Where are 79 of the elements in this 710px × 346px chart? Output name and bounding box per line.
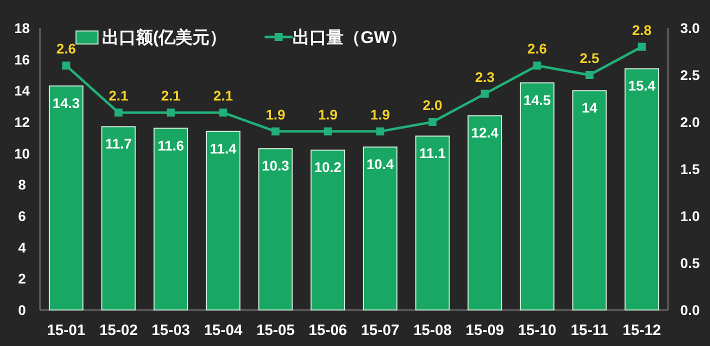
y-tick-label: 14 bbox=[14, 82, 30, 99]
bar bbox=[572, 90, 607, 310]
y-tick-label: 2 bbox=[18, 270, 26, 287]
x-tick-label: 15-04 bbox=[204, 322, 243, 339]
x-tick-label: 15-05 bbox=[256, 322, 295, 339]
x-tick-label: 15-06 bbox=[308, 322, 348, 339]
data-label: 2.3 bbox=[475, 68, 495, 85]
y2-tick-label: 3.0 bbox=[680, 20, 700, 36]
point bbox=[324, 127, 332, 136]
point bbox=[219, 108, 228, 117]
data-label: 1.9 bbox=[370, 106, 390, 122]
y-tick-label: 4 bbox=[18, 239, 26, 256]
bar bbox=[154, 128, 188, 310]
data-label: 10.2 bbox=[314, 159, 342, 176]
y-tick-label: 6 bbox=[18, 208, 26, 224]
bar bbox=[415, 136, 450, 310]
y2-tick-label: 2.0 bbox=[680, 114, 700, 130]
bar bbox=[101, 126, 136, 310]
data-label: 2.1 bbox=[108, 88, 128, 104]
data-label: 2.0 bbox=[422, 97, 442, 113]
y-tick-label: 8 bbox=[18, 176, 26, 193]
data-label: 2.1 bbox=[213, 88, 234, 104]
bar bbox=[520, 82, 554, 310]
y-tick-label: 18 bbox=[14, 20, 30, 36]
bar bbox=[48, 85, 84, 310]
data-label: 1.9 bbox=[318, 106, 338, 122]
data-label: 11.4 bbox=[210, 140, 237, 156]
legend-label: 出口量（GW） bbox=[292, 28, 407, 47]
data-label: 14.5 bbox=[524, 92, 552, 108]
data-label: 2.5 bbox=[580, 50, 600, 66]
bar bbox=[310, 150, 346, 310]
data-label: 10.4 bbox=[366, 156, 394, 172]
data-label: 2.6 bbox=[56, 40, 76, 57]
y-tick-label: 16 bbox=[14, 51, 30, 68]
point bbox=[166, 108, 175, 117]
bar bbox=[362, 146, 398, 310]
point bbox=[428, 118, 436, 126]
x-tick-label: 15-11 bbox=[570, 322, 608, 339]
point bbox=[480, 90, 489, 98]
y-tick-label: 10 bbox=[14, 145, 30, 162]
x-tick-label: 15-12 bbox=[622, 322, 662, 339]
data-label: 14.3 bbox=[52, 94, 80, 111]
point bbox=[376, 127, 384, 136]
data-label: 10.3 bbox=[262, 158, 290, 174]
point bbox=[533, 62, 542, 70]
x-tick-label: 15-01 bbox=[46, 322, 86, 339]
bar bbox=[468, 115, 502, 310]
data-label: 11.1 bbox=[419, 145, 446, 162]
point bbox=[272, 127, 280, 136]
data-label: 12.4 bbox=[471, 124, 499, 141]
bar bbox=[624, 68, 660, 310]
x-tick-label: 15-09 bbox=[466, 322, 504, 339]
data-label: 11.7 bbox=[105, 136, 132, 152]
y2-tick-label: 0.5 bbox=[680, 255, 700, 271]
data-label: 1.9 bbox=[266, 106, 286, 122]
data-label: 2.6 bbox=[527, 40, 548, 57]
legend-label: 出口额(亿美元） bbox=[102, 28, 227, 47]
data-label: 15.4 bbox=[628, 78, 656, 94]
x-tick-label: 15-10 bbox=[518, 322, 556, 339]
point bbox=[638, 42, 646, 51]
bar bbox=[206, 130, 240, 310]
x-tick-label: 15-08 bbox=[413, 322, 452, 339]
data-label: 14 bbox=[582, 100, 598, 116]
x-tick-label: 15-02 bbox=[99, 322, 138, 339]
x-tick-label: 15-07 bbox=[360, 322, 400, 339]
data-label: 2.8 bbox=[632, 22, 652, 38]
point bbox=[62, 62, 70, 70]
y2-tick-label: 2.5 bbox=[680, 67, 700, 83]
y2-tick-label: 1.5 bbox=[680, 161, 700, 177]
y2-tick-label: 0.0 bbox=[680, 302, 700, 318]
y2-tick-label: 1.0 bbox=[680, 208, 700, 224]
bar bbox=[258, 148, 293, 310]
data-label: 2.1 bbox=[161, 88, 181, 104]
y-tick-label: 12 bbox=[14, 114, 30, 130]
data-label: 11.6 bbox=[158, 137, 184, 154]
y-tick-label: 0 bbox=[18, 302, 26, 318]
point bbox=[114, 108, 122, 117]
point bbox=[586, 71, 594, 79]
x-tick-label: 15-03 bbox=[152, 322, 190, 339]
